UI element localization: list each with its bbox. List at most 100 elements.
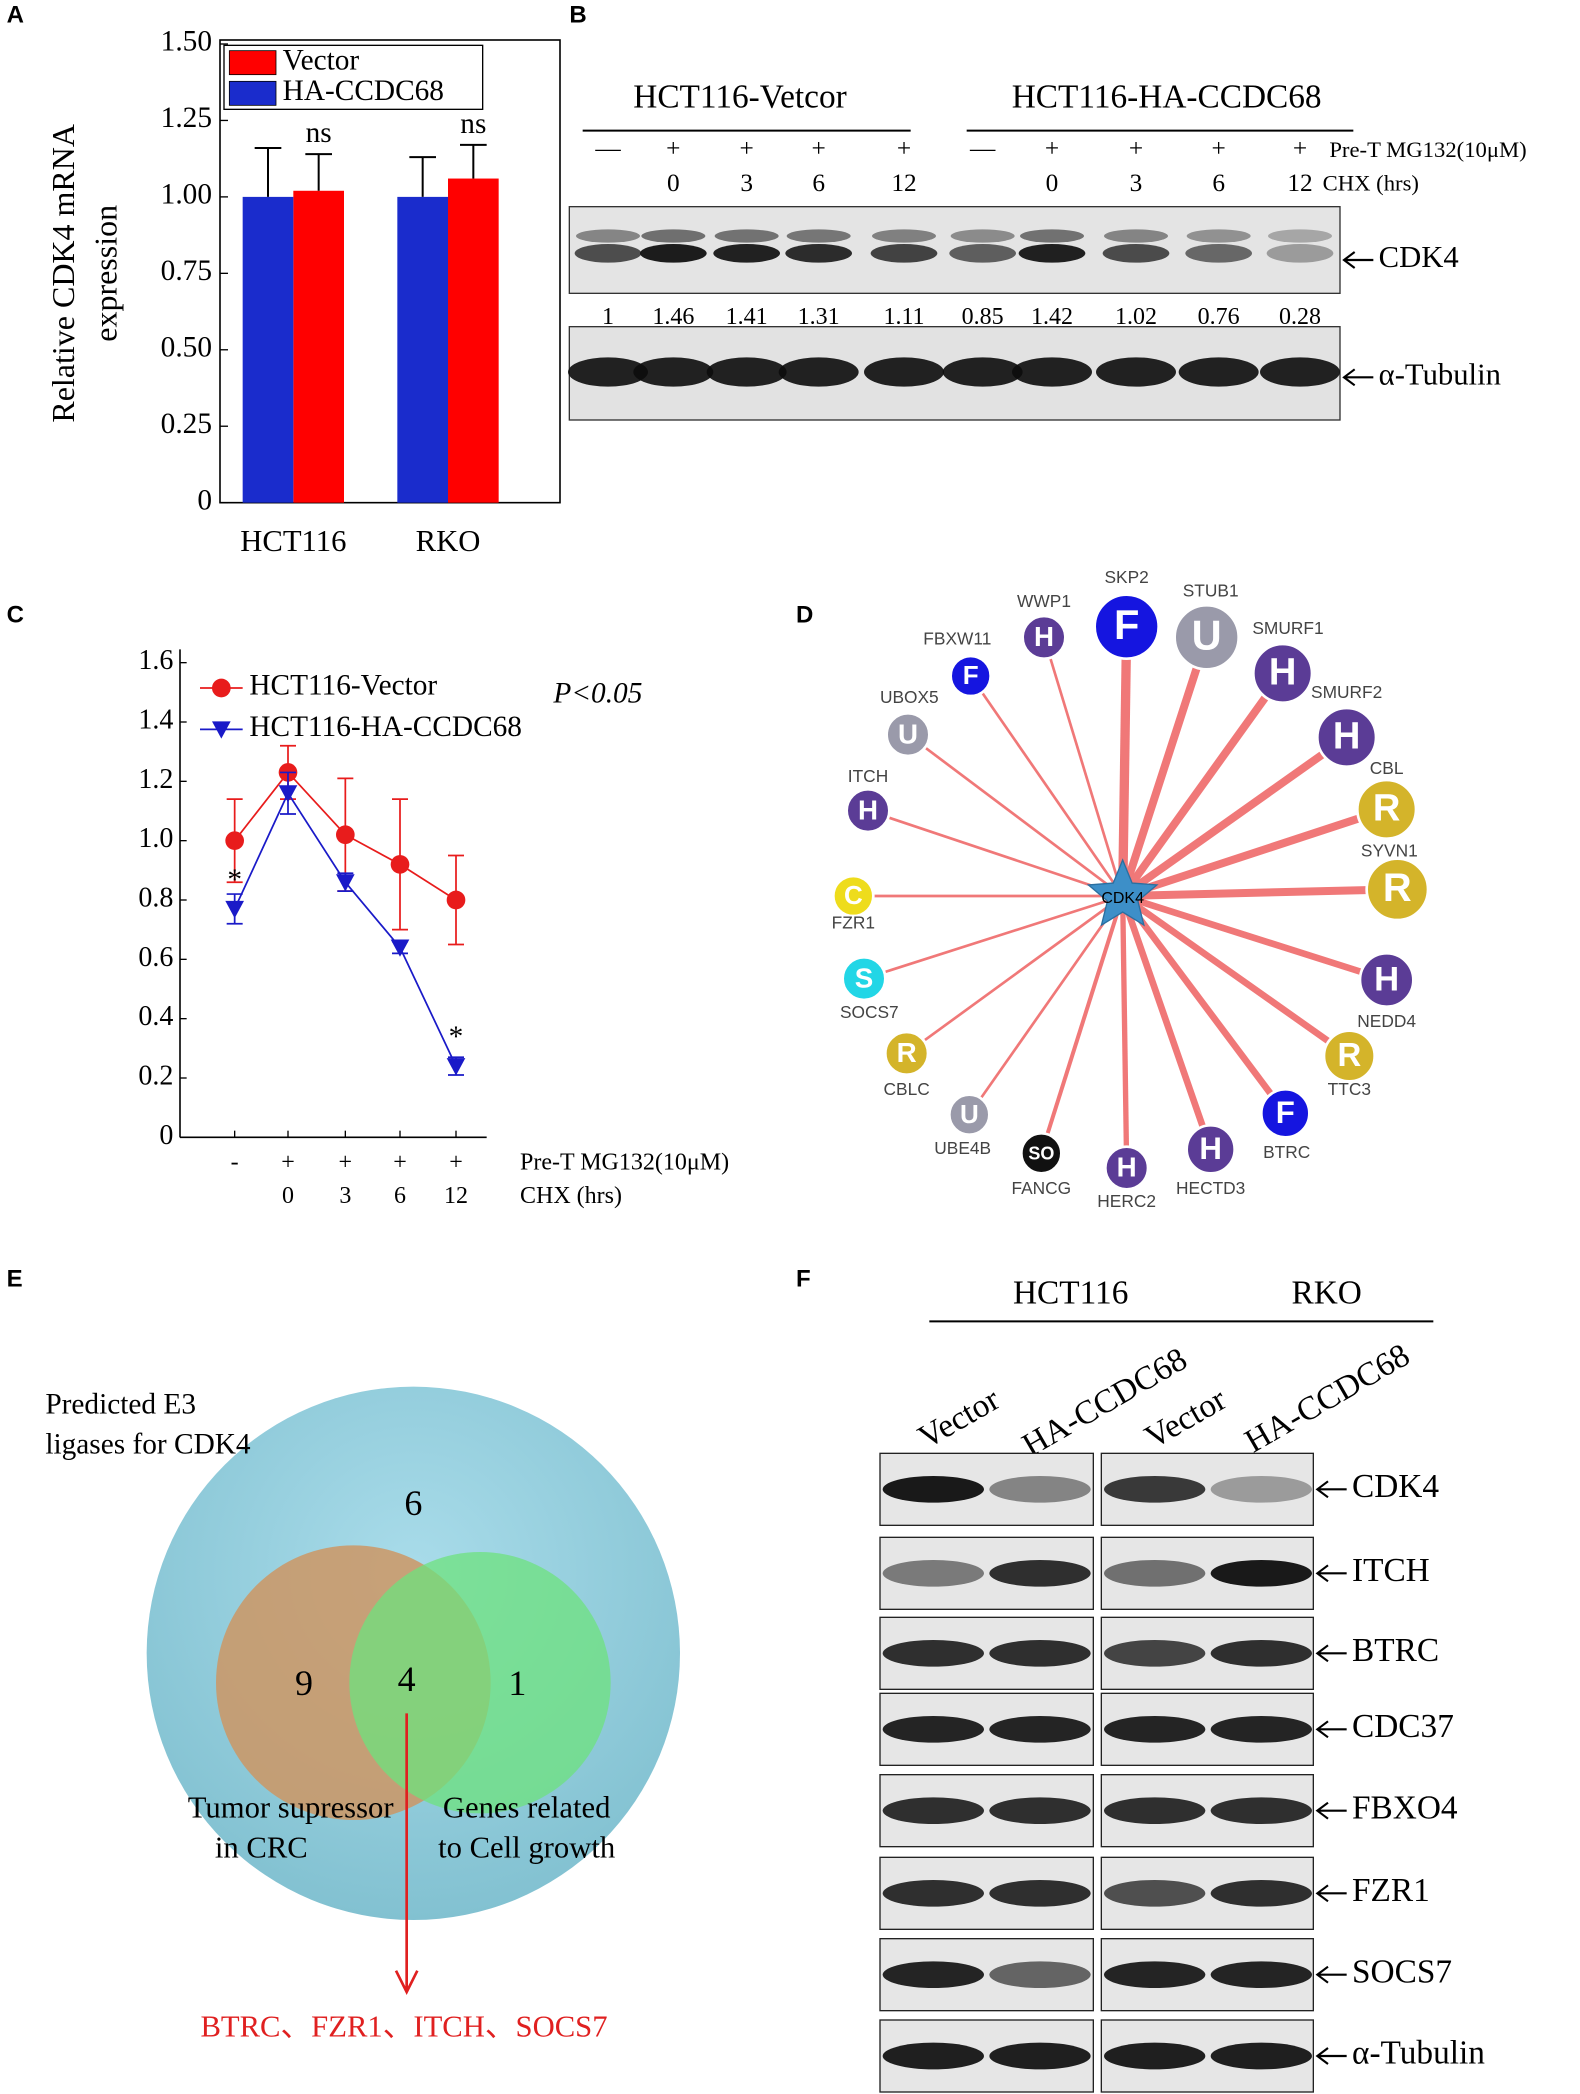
band (1186, 229, 1251, 243)
node (1365, 857, 1430, 922)
band (989, 1797, 1091, 1824)
node (1019, 1132, 1063, 1175)
band (950, 229, 1015, 243)
band (882, 1797, 984, 1824)
node-letter: U (960, 1099, 979, 1129)
band (1210, 1880, 1312, 1907)
band-arrow (1315, 1884, 1347, 1903)
quantification: 0.85 (962, 304, 1004, 330)
y-tick-label: 1.2 (138, 764, 173, 795)
node-label: BTRC (1263, 1142, 1310, 1162)
panel-label: E (7, 1265, 23, 1292)
y-tick-label: 0.2 (138, 1060, 173, 1091)
edge (1042, 636, 1124, 897)
panel-label: A (7, 1, 24, 28)
band (1210, 2042, 1312, 2070)
band (1104, 1961, 1206, 1988)
edge (1118, 636, 1211, 898)
node-letter: R (1383, 866, 1412, 910)
node-label: CBLC (884, 1079, 930, 1099)
chx-time: 3 (740, 169, 753, 197)
legend-label: HCT116-HA-CCDC68 (249, 711, 522, 743)
y-axis-label: Relative CDK4 mRNA (45, 124, 81, 423)
y-tick-label: 0.8 (138, 882, 173, 913)
lane-label: HA-CCDC68 (1239, 1337, 1416, 1461)
band (706, 357, 787, 387)
band-arrow (1315, 1801, 1347, 1820)
node-label: UBOX5 (880, 687, 939, 707)
band (1210, 1716, 1312, 1743)
band-arrow (1315, 1965, 1347, 1984)
band (989, 1880, 1091, 1907)
node (1322, 1029, 1376, 1083)
edge (1121, 805, 1388, 900)
node (845, 788, 891, 834)
band (1260, 357, 1340, 387)
band (641, 229, 706, 243)
band (1104, 1640, 1206, 1667)
x-tick-label-2: 0 (282, 1183, 294, 1209)
panel-label: C (7, 601, 24, 628)
y-tick-label: 1.25 (161, 102, 212, 134)
venn-count: 9 (295, 1663, 313, 1703)
node-label: FBXW11 (923, 629, 991, 649)
point (446, 1058, 466, 1076)
center-node (1086, 858, 1159, 927)
node (947, 1093, 991, 1136)
chx-time: 0 (1046, 169, 1059, 197)
node-label: SMURF1 (1252, 618, 1323, 638)
band (576, 229, 640, 243)
band (1102, 244, 1170, 263)
point (390, 855, 410, 874)
quantification: 1.11 (883, 304, 924, 330)
band (882, 1640, 984, 1667)
error-bar (460, 143, 487, 179)
venn-label: to Cell growth (438, 1831, 615, 1865)
band (949, 244, 1016, 263)
result: BTRC、FZR1、ITCH、SOCS7 (200, 2009, 607, 2043)
band (1104, 1880, 1206, 1907)
point (390, 939, 410, 957)
treatment: + (1129, 134, 1143, 162)
band (1020, 229, 1084, 243)
edge (907, 733, 1124, 898)
band (864, 357, 944, 387)
quantification: 0.76 (1198, 304, 1240, 330)
legend-label: HCT116-Vector (249, 670, 437, 702)
y-tick-label: 0.25 (161, 408, 212, 440)
node (884, 1030, 930, 1076)
row-label: Pre-T MG132(10μM) (1329, 137, 1526, 162)
y-tick-label: 1.00 (161, 179, 212, 211)
node-letter: U (898, 718, 918, 749)
chx-time: 3 (1130, 169, 1143, 197)
legend-swatch (228, 80, 277, 106)
edge (1119, 894, 1214, 1151)
node-label: UBE4B (934, 1138, 991, 1158)
point (336, 825, 355, 845)
venn-label: Tumor supressor (188, 1791, 394, 1825)
band (640, 244, 707, 263)
band-arrow (1315, 1480, 1347, 1499)
band-label: FZR1 (1352, 1872, 1430, 1909)
y-tick-label: 1.50 (161, 26, 212, 58)
edge (863, 894, 1124, 980)
band (1096, 357, 1176, 387)
edge (867, 809, 1124, 898)
edge (1122, 885, 1398, 900)
band-arrow (1315, 2047, 1347, 2065)
x-tick-label-2: 12 (444, 1183, 468, 1209)
node-letter: F (1276, 1095, 1295, 1130)
band-arrow (1342, 368, 1374, 387)
node-label: STUB1 (1183, 581, 1239, 601)
venn-right (349, 1552, 611, 1814)
venn-title: Predicted E3 (45, 1388, 196, 1420)
y-tick-label: 0.4 (138, 1001, 173, 1032)
x-tick-label: + (281, 1150, 295, 1176)
x-tick-label: + (449, 1150, 463, 1176)
band-label: CDC37 (1352, 1708, 1454, 1745)
x-tick-label: + (393, 1150, 407, 1176)
treatment: + (897, 134, 911, 162)
y-tick-label: 1.4 (138, 704, 173, 735)
chx-time: 6 (812, 169, 825, 197)
edge (1120, 893, 1352, 1059)
